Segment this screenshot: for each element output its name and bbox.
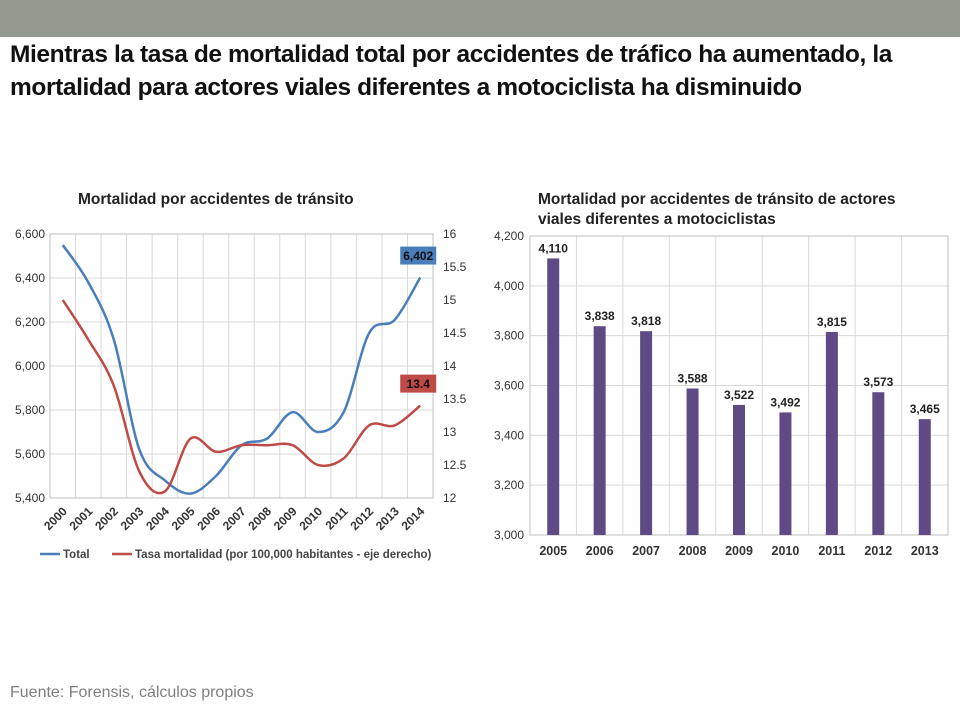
data-label: 3,815: [817, 315, 847, 329]
data-label: 3,492: [770, 395, 800, 409]
end-label: 13.4: [407, 377, 431, 391]
legend-label-tasa: Tasa mortalidad (por 100,000 habitantes …: [135, 549, 431, 561]
x-tick-label: 2006: [586, 544, 614, 558]
y2-tick-label: 13.5: [443, 392, 467, 406]
legend-label-total: Total: [63, 549, 90, 561]
y-tick-label: 3,800: [494, 329, 524, 343]
y2-tick-label: 14: [443, 359, 457, 373]
x-tick-label: 2003: [118, 504, 147, 533]
x-tick-label: 2011: [818, 544, 845, 558]
y-tick-label: 5,600: [15, 447, 45, 461]
end-label-box: [400, 246, 437, 265]
data-label: 3,465: [910, 402, 940, 416]
left-chart-title: Mortalidad por accidentes de tránsito: [78, 191, 354, 208]
page-title: Mientras la tasa de mortalidad total por…: [10, 41, 892, 101]
bar: [593, 326, 606, 535]
x-tick-label: 2010: [772, 544, 800, 558]
x-tick-label: 2011: [322, 504, 351, 533]
x-tick-label: 2008: [679, 544, 707, 558]
x-tick-label: 2005: [539, 544, 567, 558]
data-label: 3,522: [724, 388, 754, 402]
bar: [825, 331, 838, 535]
y-tick-label: 5,800: [15, 403, 45, 417]
x-tick-label: 2009: [725, 544, 753, 558]
y-tick-label: 4,000: [494, 279, 524, 293]
x-tick-label: 2006: [194, 504, 223, 533]
y-tick-label: 3,400: [494, 428, 524, 442]
bar: [779, 412, 792, 535]
data-label: 3,838: [585, 309, 615, 323]
x-tick-label: 2007: [632, 544, 660, 558]
x-tick-label: 2013: [373, 504, 402, 533]
bar: [640, 331, 653, 535]
y2-tick-label: 15: [443, 293, 457, 307]
line-chart: 5,400 5,600 5,800 6,000 6,200 6,400 6,600 12 12.…: [15, 227, 467, 561]
x-tick-label: 2012: [348, 504, 377, 533]
x-tick-label: 2005: [169, 504, 198, 533]
y-tick-label: 3,200: [494, 478, 524, 492]
bar: [733, 404, 745, 535]
y-tick-label: 3,600: [494, 379, 524, 393]
y-tick-label: 6,600: [15, 227, 45, 241]
x-tick-label: 2000: [41, 504, 70, 533]
x-tick-label: 2014: [399, 504, 428, 533]
data-label: 3,573: [863, 375, 893, 389]
top-bar: [0, 0, 960, 37]
series-line-tasa: [61, 299, 422, 495]
y2-tick-label: 15.5: [443, 260, 467, 274]
right-chart-title: Mortalidad por accidentes de tránsito de…: [538, 191, 896, 228]
bar: [686, 388, 699, 535]
x-tick-label: 2009: [271, 504, 300, 533]
x-tick-label: 2001: [67, 504, 96, 533]
x-tick-label: 2002: [92, 504, 121, 533]
data-label: 3,818: [631, 314, 661, 328]
x-tick-label: 2008: [245, 504, 274, 533]
end-label-box: [400, 374, 437, 393]
x-tick-label: 2013: [911, 544, 939, 558]
bar: [547, 258, 560, 535]
plot-area: [49, 233, 434, 499]
x-tick-label: 2012: [864, 544, 892, 558]
source-footnote: Fuente: Forensis, cálculos propios: [10, 684, 254, 701]
y2-tick-label: 12.5: [443, 458, 467, 472]
x-tick-label: 2007: [220, 504, 249, 533]
y-tick-label: 3,000: [494, 528, 524, 542]
bar-chart: 3,000 3,200 3,400 3,600 3,800 4,000 4,200 4,110…: [494, 229, 949, 558]
y2-tick-label: 16: [443, 227, 457, 241]
x-tick-label: 2004: [143, 504, 172, 533]
bar: [918, 419, 931, 535]
data-label: 4,110: [539, 241, 569, 255]
bar: [872, 392, 885, 535]
y2-tick-label: 13: [443, 425, 457, 439]
end-label: 6,402: [403, 249, 433, 263]
y-tick-label: 5,400: [15, 491, 45, 505]
y-tick-label: 6,000: [15, 359, 45, 373]
x-tick-label: 2010: [296, 504, 325, 533]
y2-tick-label: 12: [443, 491, 457, 505]
y-tick-label: 4,200: [494, 229, 524, 243]
series-line-total: [61, 244, 422, 495]
y-tick-label: 6,200: [15, 315, 45, 329]
data-label: 3,588: [678, 371, 708, 385]
y2-tick-label: 14.5: [443, 326, 467, 340]
y-tick-label: 6,400: [15, 271, 45, 285]
